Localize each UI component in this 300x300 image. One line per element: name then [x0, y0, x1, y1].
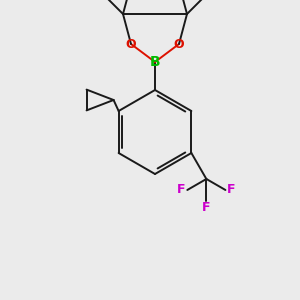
- Text: F: F: [227, 184, 236, 196]
- Text: F: F: [177, 184, 186, 196]
- Text: B: B: [150, 55, 160, 69]
- Text: F: F: [202, 202, 211, 214]
- Text: O: O: [174, 38, 184, 50]
- Text: O: O: [126, 38, 136, 50]
